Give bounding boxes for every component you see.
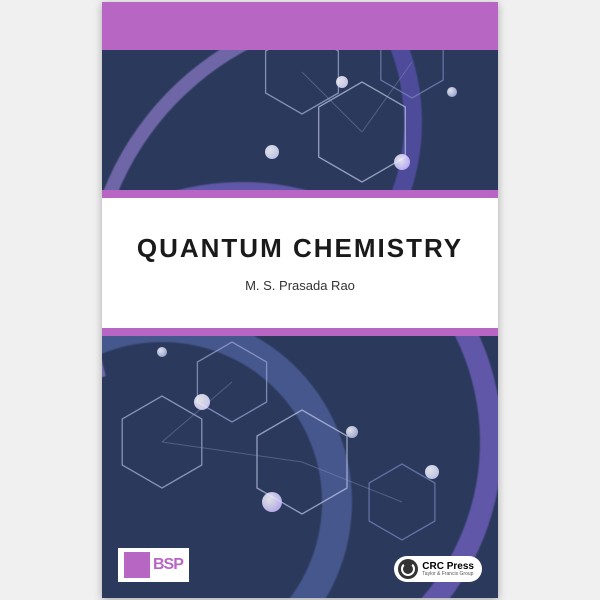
atom-node-icon bbox=[447, 87, 457, 97]
bond-line bbox=[302, 72, 362, 132]
atom-node-icon bbox=[346, 426, 358, 438]
bond-line bbox=[362, 62, 412, 132]
atom-node-icon bbox=[262, 492, 282, 512]
book-title: QUANTUM CHEMISTRY bbox=[137, 233, 463, 264]
bond-line bbox=[162, 442, 302, 462]
publisher-logos-row: BSP CRC Press Taylor & Francis Group bbox=[118, 548, 482, 582]
title-top-bar bbox=[102, 190, 498, 198]
bond-line bbox=[302, 462, 402, 502]
atom-node-icon bbox=[394, 154, 410, 170]
crc-publisher-logo: CRC Press Taylor & Francis Group bbox=[394, 556, 482, 582]
atom-node-icon bbox=[194, 394, 210, 410]
bsp-mark-icon bbox=[124, 552, 150, 578]
bsp-publisher-logo: BSP bbox=[118, 548, 189, 582]
title-bottom-bar bbox=[102, 328, 498, 336]
top-accent-band bbox=[102, 2, 498, 50]
atom-node-icon bbox=[336, 76, 348, 88]
book-author: M. S. Prasada Rao bbox=[245, 278, 355, 293]
atom-node-icon bbox=[425, 465, 439, 479]
crc-logo-text: CRC Press bbox=[422, 562, 474, 572]
atom-node-icon bbox=[157, 347, 167, 357]
title-panel: QUANTUM CHEMISTRY M. S. Prasada Rao bbox=[102, 198, 498, 328]
book-cover: QUANTUM CHEMISTRY M. S. Prasada Rao BSP … bbox=[102, 2, 498, 598]
crc-tagline: Taylor & Francis Group bbox=[422, 572, 474, 577]
bsp-logo-text: BSP bbox=[153, 556, 183, 574]
atom-node-icon bbox=[265, 145, 279, 159]
crc-mark-icon bbox=[398, 559, 418, 579]
